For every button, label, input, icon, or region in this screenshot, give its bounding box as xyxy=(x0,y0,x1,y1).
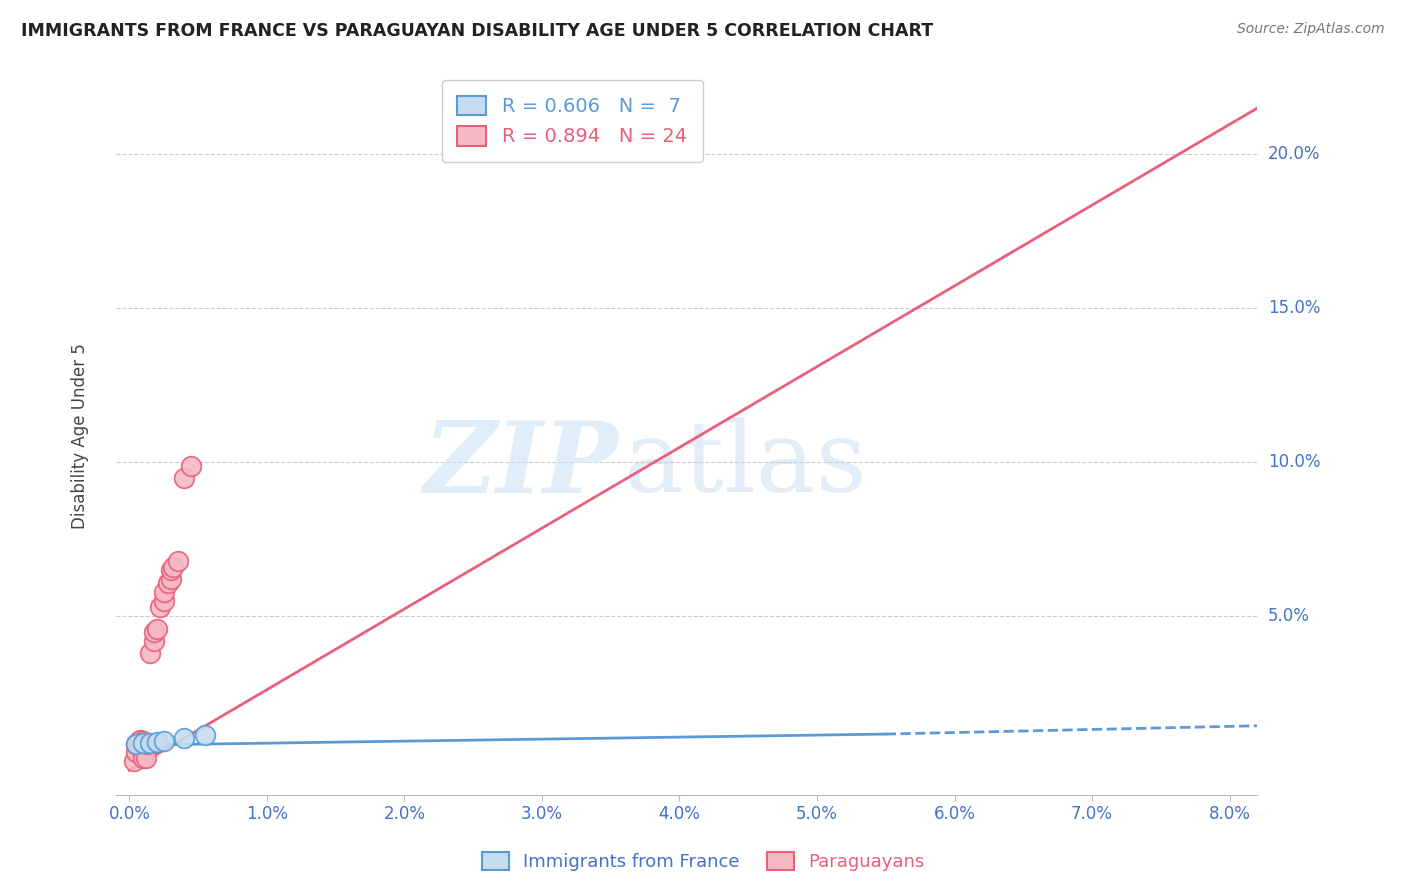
Point xyxy=(149,600,172,615)
Point xyxy=(136,737,159,751)
Point xyxy=(143,624,166,639)
Point xyxy=(132,736,155,750)
Text: ZIP: ZIP xyxy=(423,417,617,513)
Point xyxy=(180,458,202,473)
Point xyxy=(135,751,157,765)
Point xyxy=(127,736,149,750)
Point xyxy=(139,736,162,750)
Point xyxy=(173,471,195,485)
Point xyxy=(194,728,217,742)
Point xyxy=(159,563,181,577)
Text: IMMIGRANTS FROM FRANCE VS PARAGUAYAN DISABILITY AGE UNDER 5 CORRELATION CHART: IMMIGRANTS FROM FRANCE VS PARAGUAYAN DIS… xyxy=(21,22,934,40)
Point xyxy=(132,751,155,765)
Point xyxy=(129,732,152,747)
Point xyxy=(125,737,148,751)
Point xyxy=(162,560,184,574)
Point xyxy=(156,575,179,590)
Text: 15.0%: 15.0% xyxy=(1268,300,1320,318)
Point xyxy=(132,734,155,748)
Text: 5.0%: 5.0% xyxy=(1268,607,1310,625)
Point xyxy=(152,734,174,748)
Point xyxy=(152,584,174,599)
Point xyxy=(173,731,195,745)
Point xyxy=(125,745,148,759)
Text: 20.0%: 20.0% xyxy=(1268,145,1320,163)
Y-axis label: Disability Age Under 5: Disability Age Under 5 xyxy=(72,343,89,529)
Point xyxy=(146,622,169,636)
Point xyxy=(159,573,181,587)
Point xyxy=(128,734,150,748)
Legend: Immigrants from France, Paraguayans: Immigrants from France, Paraguayans xyxy=(474,845,932,879)
Text: Source: ZipAtlas.com: Source: ZipAtlas.com xyxy=(1237,22,1385,37)
Point xyxy=(166,554,188,568)
Point xyxy=(125,737,148,751)
Point xyxy=(143,634,166,648)
Point xyxy=(152,594,174,608)
Point xyxy=(146,735,169,749)
Point xyxy=(139,646,162,660)
Text: atlas: atlas xyxy=(624,417,866,513)
Point xyxy=(122,754,145,768)
Legend: R = 0.606   N =  7, R = 0.894   N = 24: R = 0.606 N = 7, R = 0.894 N = 24 xyxy=(441,80,703,161)
Text: 10.0%: 10.0% xyxy=(1268,453,1320,472)
